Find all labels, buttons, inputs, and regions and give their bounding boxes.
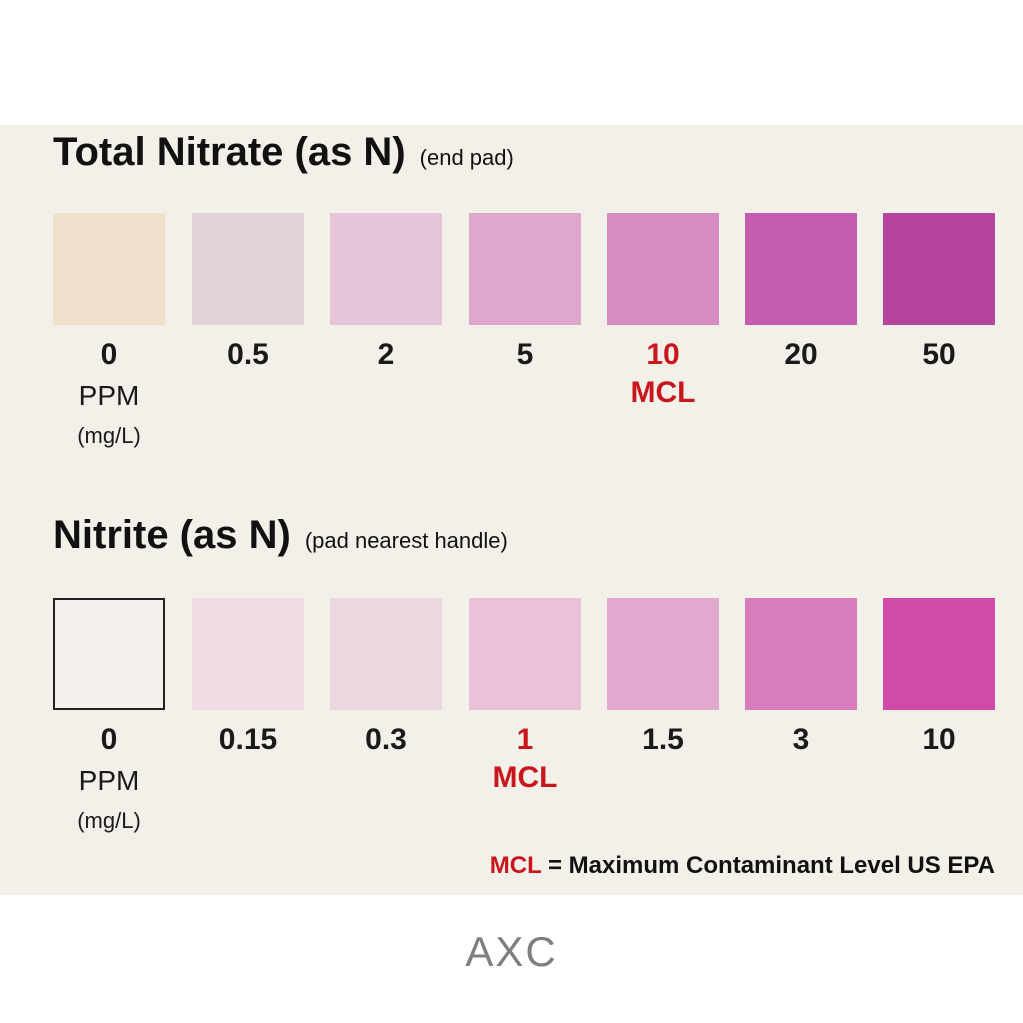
color-swatch [607,213,719,325]
color-swatch [745,213,857,325]
swatch-value: 10 [922,723,956,756]
unit-detail: (mg/L) [77,423,141,448]
color-swatch [330,598,442,710]
color-swatch [330,213,442,325]
swatch-note: MCL [492,761,558,794]
footnote-term: MCL [489,852,542,879]
swatch-value: 5 [516,338,534,371]
color-swatch [53,598,165,710]
color-swatch [607,598,719,710]
swatch-value: 0 [100,338,118,371]
unit-label: PPM [78,380,140,411]
swatch-value: 1.5 [642,723,684,756]
footnote-definition: = Maximum Contaminant Level US EPA [548,852,995,879]
unit-detail: (mg/L) [77,808,141,833]
swatch-note: MCL [630,376,696,409]
color-swatch [883,213,995,325]
swatch-value: 50 [922,338,956,371]
swatch-value: 0.3 [365,723,407,756]
footnote: MCL = Maximum Contaminant Level US EPA [490,852,995,880]
color-swatch [469,598,581,710]
swatch-value: 20 [784,338,818,371]
swatch-value: 3 [792,723,810,756]
color-swatch [192,598,304,710]
swatch-value: 1 [516,723,534,756]
section-title-text: Total Nitrate (as N) [53,130,406,174]
color-swatch [883,598,995,710]
swatch-value: 0.15 [218,723,278,756]
section-subtitle: (pad nearest handle) [304,528,508,553]
section-title: Nitrite (as N) (pad nearest handle) [53,513,508,558]
logo: AXC [465,928,558,975]
color-swatch [192,213,304,325]
section-title-text: Nitrite (as N) [53,513,291,557]
swatch-value: 0.5 [227,338,269,371]
swatch-value: 2 [377,338,395,371]
unit-label: PPM [78,765,140,796]
color-swatch [469,213,581,325]
section-subtitle: (end pad) [419,145,514,170]
swatch-value: 0 [100,723,118,756]
swatch-value: 10 [646,338,680,371]
color-swatch [53,213,165,325]
section-title: Total Nitrate (as N) (end pad) [53,130,514,175]
color-swatch [745,598,857,710]
